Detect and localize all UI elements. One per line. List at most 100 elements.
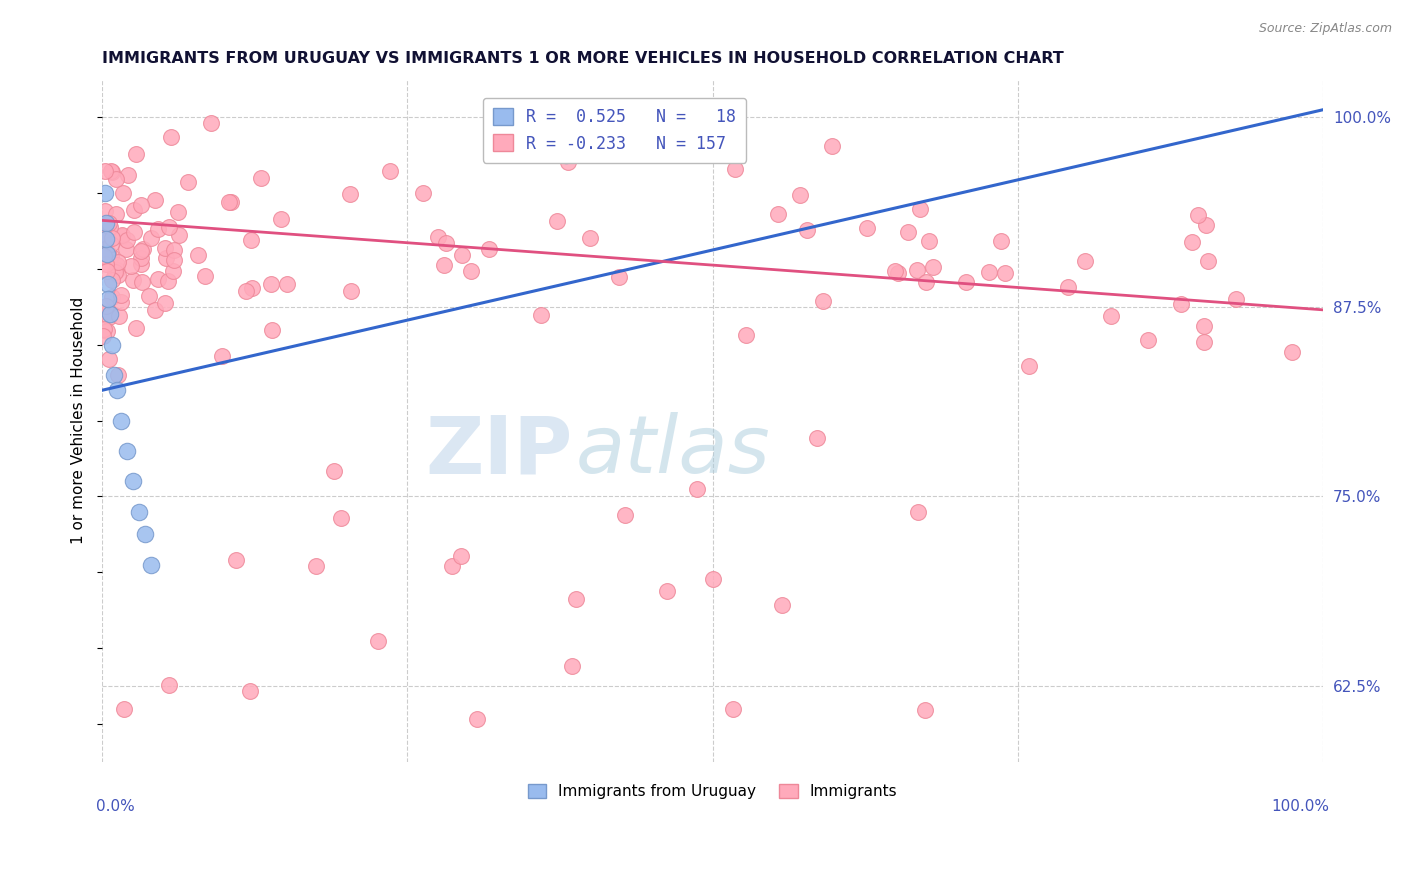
Point (129, 198, 152, 212)
Point (1099, 310, 1122, 324)
Point (766, 207, 789, 221)
Point (108, 309, 131, 323)
Point (122, 273, 145, 287)
Text: ZIP: ZIP (425, 412, 572, 491)
Point (122, 203, 145, 218)
Point (96, 325, 118, 339)
Point (94, 242, 117, 256)
Point (686, 482, 709, 496)
Point (260, 323, 283, 337)
Point (378, 163, 401, 178)
Point (100, 290, 122, 304)
Point (339, 285, 361, 299)
Point (723, 161, 745, 176)
Point (110, 288, 132, 302)
Point (94, 203, 117, 218)
Point (100, 231, 122, 245)
Point (806, 432, 828, 446)
Point (163, 253, 186, 268)
Point (905, 263, 928, 277)
Point (918, 234, 941, 248)
Point (148, 272, 170, 286)
Point (122, 225, 145, 239)
Point (105, 262, 128, 277)
Point (994, 266, 1017, 280)
Point (94, 231, 117, 245)
Point (131, 251, 153, 265)
Point (160, 130, 183, 145)
Point (239, 684, 262, 698)
Point (91, 227, 114, 242)
Point (1181, 235, 1204, 249)
Point (125, 146, 148, 161)
Point (111, 227, 134, 242)
Point (914, 703, 936, 717)
Point (955, 275, 977, 289)
Point (100, 249, 122, 263)
Point (557, 154, 579, 169)
Point (98, 307, 121, 321)
Point (96, 246, 118, 260)
Point (110, 413, 132, 427)
Point (143, 194, 166, 208)
Point (530, 308, 553, 322)
Point (96, 264, 118, 278)
Point (339, 187, 361, 202)
Point (607, 269, 630, 284)
Point (1057, 279, 1080, 293)
Point (789, 187, 811, 202)
Point (107, 255, 129, 269)
Point (105, 172, 128, 186)
Point (460, 263, 482, 277)
Point (97, 216, 120, 230)
Point (770, 598, 793, 612)
Point (821, 139, 844, 153)
Point (155, 251, 177, 265)
Point (412, 186, 434, 200)
Point (555, 148, 578, 162)
Point (98, 305, 121, 319)
Point (120, 259, 142, 273)
Point (211, 349, 233, 363)
Point (134, 527, 156, 541)
Point (157, 678, 180, 692)
Point (225, 553, 247, 567)
Point (107, 268, 129, 282)
Point (194, 269, 217, 284)
Point (367, 634, 389, 648)
Point (1281, 345, 1303, 359)
Point (101, 165, 124, 179)
Point (104, 207, 127, 221)
Point (131, 275, 153, 289)
Point (129, 257, 152, 271)
Point (97, 277, 120, 291)
Point (1187, 209, 1209, 223)
Point (138, 289, 160, 303)
Point (97, 352, 120, 367)
Text: 100.0%: 100.0% (1271, 799, 1330, 814)
Point (270, 212, 292, 227)
Point (112, 701, 135, 715)
Point (855, 220, 877, 235)
Point (112, 186, 135, 200)
Point (305, 558, 328, 573)
Point (1225, 292, 1247, 306)
Point (907, 505, 929, 519)
Point (450, 549, 472, 563)
Point (117, 169, 139, 183)
Point (111, 229, 134, 244)
Point (478, 242, 501, 256)
Point (579, 231, 602, 245)
Point (100, 163, 122, 178)
Point (94, 299, 117, 313)
Point (260, 277, 283, 292)
Text: 0.0%: 0.0% (96, 799, 135, 814)
Point (1194, 219, 1216, 233)
Point (163, 243, 186, 257)
Point (235, 284, 257, 298)
Point (97, 292, 120, 306)
Point (110, 295, 132, 310)
Point (330, 511, 353, 525)
Point (614, 508, 637, 522)
Point (796, 223, 818, 237)
